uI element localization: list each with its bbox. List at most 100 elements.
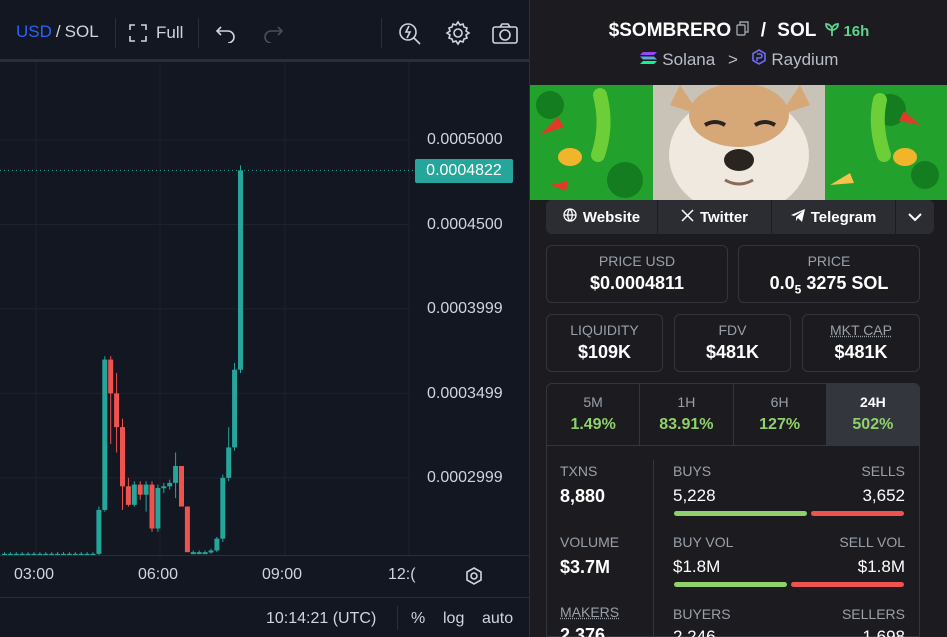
sell-vol-ratio-bar [791, 582, 904, 587]
price-sol-label: PRICE [739, 253, 919, 269]
chart-panel[interactable]: USD / SOL Full [0, 0, 529, 637]
buys-value: 5,228 [673, 486, 716, 506]
liquidity-box: LIQUIDITY $109K [546, 314, 663, 372]
sells-value: 3,652 [862, 486, 905, 506]
candle-body [102, 360, 107, 510]
toolbar-divider [115, 18, 116, 48]
undo-icon [215, 23, 237, 43]
candle-body [173, 466, 178, 483]
buyers-label: BUYERS [673, 606, 731, 622]
currency-sol[interactable]: SOL [65, 22, 99, 41]
tab-24h[interactable]: 24H 502% [827, 384, 919, 445]
candle-body [226, 447, 231, 477]
price-tick: 0.0004500 [427, 216, 503, 234]
candle [232, 363, 237, 451]
sell-vol-value: $1.8M [858, 557, 905, 577]
time-tick: 06:00 [138, 566, 178, 584]
sell-vol-label: SELL VOL [839, 534, 905, 550]
pair-header: $SOMBRERO / SOL 16h [530, 20, 947, 42]
candle [155, 485, 160, 532]
market-cap-value: $481K [803, 342, 919, 363]
redo-button[interactable] [262, 18, 284, 48]
fdv-value: $481K [675, 342, 790, 363]
tab-6h[interactable]: 6H 127% [734, 384, 827, 445]
tab-label: 6H [734, 394, 826, 410]
quick-search-button[interactable] [397, 18, 423, 48]
more-links-button[interactable] [896, 200, 934, 234]
price-sol-box: PRICE 0.05 3275 SOL [738, 245, 920, 303]
redo-icon [262, 23, 284, 43]
candle-body [150, 485, 155, 529]
makers-label[interactable]: MAKERS [560, 604, 619, 620]
candle-body [155, 488, 160, 529]
chevron-right-icon: > [728, 50, 738, 69]
candle-body [238, 170, 243, 369]
candle [144, 481, 149, 511]
trade-stats: TXNS 8,880 BUYS 5,228 SELLS 3,652 VOLUME… [546, 446, 920, 637]
candle-body [144, 485, 149, 495]
candle [179, 466, 184, 507]
volume-value: $3.7M [560, 557, 610, 578]
txns-label: TXNS [560, 463, 597, 479]
dex-name[interactable]: Raydium [771, 50, 838, 69]
price-sol-value: 0.05 3275 SOL [739, 273, 919, 297]
tab-5m[interactable]: 5M 1.49% [547, 384, 640, 445]
copy-button[interactable] [736, 20, 749, 41]
auto-scale-toggle[interactable]: auto [482, 610, 513, 628]
twitter-link[interactable]: Twitter [658, 200, 772, 234]
chevron-down-icon [908, 209, 922, 226]
candle-body [126, 486, 131, 505]
candle-body [108, 360, 113, 394]
currency-usd[interactable]: USD [16, 22, 52, 41]
candle-body [179, 466, 184, 507]
pair-separator: / [761, 20, 766, 41]
fullscreen-button[interactable]: Full [128, 18, 183, 48]
website-link[interactable]: Website [546, 200, 658, 234]
chart-settings-gear-button[interactable] [464, 566, 484, 591]
chain-name[interactable]: Solana [662, 50, 715, 69]
buy-vol-ratio-bar [674, 582, 787, 587]
price-tick: 0.0003999 [427, 300, 503, 318]
candle-body [203, 552, 208, 554]
timeframe-tabs: 5M 1.49% 1H 83.91% 6H 127% 24H 502% [546, 383, 920, 446]
buys-ratio-bar [674, 511, 807, 516]
log-scale-toggle[interactable]: log [443, 610, 464, 628]
price-tick: 0.0005000 [427, 131, 503, 149]
percent-scale-toggle[interactable]: % [411, 610, 425, 628]
token-info-panel: $SOMBRERO / SOL 16h Solana > Raydium [529, 0, 947, 637]
candle [96, 507, 101, 555]
pair-age: 16h [825, 23, 869, 40]
price-sol-rest: 3275 SOL [806, 273, 888, 293]
market-cap-label[interactable]: MKT CAP [803, 322, 919, 338]
fdv-box: FDV $481K [674, 314, 791, 372]
candle [203, 550, 208, 554]
tab-1h[interactable]: 1H 83.91% [640, 384, 733, 445]
candle-body [220, 478, 225, 539]
candle [161, 483, 166, 493]
candle [120, 419, 125, 510]
candle-body [138, 485, 143, 495]
x-logo-icon [681, 209, 694, 226]
sellers-value: 1,698 [862, 627, 905, 637]
liquidity-label: LIQUIDITY [547, 322, 662, 338]
screenshot-button[interactable] [491, 18, 519, 48]
toolbar-divider [198, 18, 199, 48]
copy-icon [736, 20, 749, 41]
candle-body [197, 552, 202, 554]
undo-button[interactable] [215, 18, 237, 48]
tab-change: 83.91% [640, 416, 732, 434]
price-tick: 0.0003499 [427, 385, 503, 403]
candle [191, 550, 196, 554]
toolbar-divider [381, 18, 382, 48]
candle [214, 537, 219, 552]
quote-symbol: SOL [777, 20, 816, 41]
candle [114, 373, 119, 452]
tab-label: 1H [640, 394, 732, 410]
candle [197, 550, 202, 554]
chart-toolbar: USD / SOL Full [0, 0, 529, 62]
token-symbol: $SOMBRERO [609, 20, 731, 41]
settings-button[interactable] [445, 18, 471, 48]
time-axis[interactable]: 03:00 06:00 09:00 12:( [0, 555, 529, 597]
telegram-link[interactable]: Telegram [772, 200, 896, 234]
currency-toggle[interactable]: USD / SOL [16, 22, 99, 42]
